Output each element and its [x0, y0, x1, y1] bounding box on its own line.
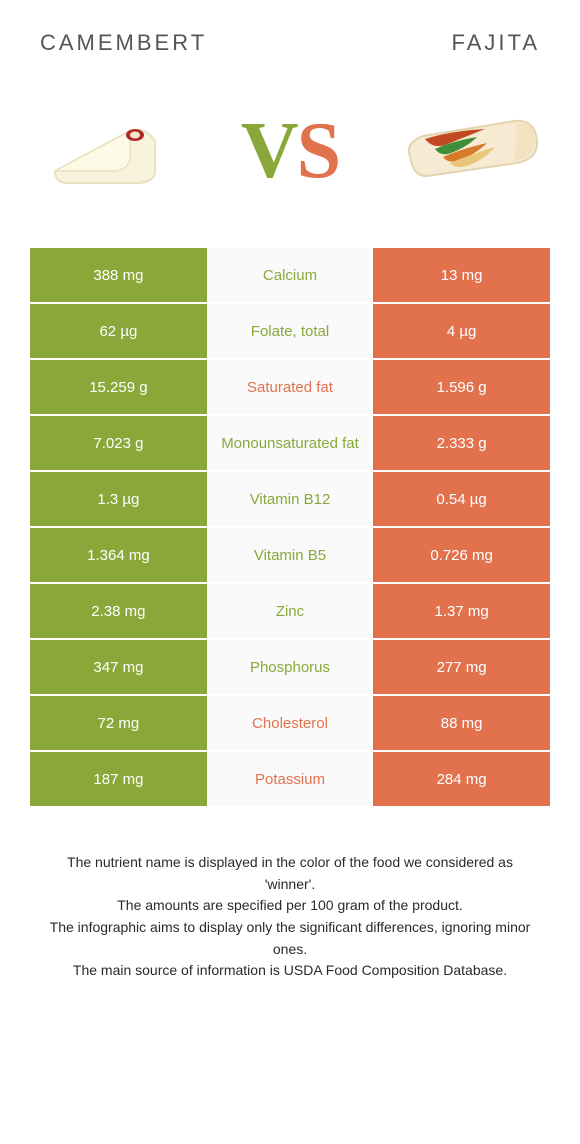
hero-row: VS: [30, 76, 550, 246]
table-row: 62 µgFolate, total4 µg: [30, 302, 550, 358]
table-row: 15.259 gSaturated fat1.596 g: [30, 358, 550, 414]
value-left: 15.259 g: [30, 360, 207, 414]
table-row: 2.38 mgZinc1.37 mg: [30, 582, 550, 638]
table-row: 72 mgCholesterol88 mg: [30, 694, 550, 750]
footer-line: The main source of information is USDA F…: [40, 960, 540, 982]
value-right: 0.54 µg: [373, 472, 550, 526]
value-left: 347 mg: [30, 640, 207, 694]
table-row: 388 mgCalcium13 mg: [30, 246, 550, 302]
value-left: 72 mg: [30, 696, 207, 750]
value-right: 284 mg: [373, 752, 550, 806]
nutrient-name: Zinc: [207, 584, 373, 638]
vs-label: VS: [241, 111, 339, 191]
table-row: 187 mgPotassium284 mg: [30, 750, 550, 806]
food-title-left: Camembert: [40, 30, 207, 56]
footer-line: The amounts are specified per 100 gram o…: [40, 895, 540, 917]
food-image-right: [390, 96, 550, 206]
footer-line: The nutrient name is displayed in the co…: [40, 852, 540, 895]
value-left: 2.38 mg: [30, 584, 207, 638]
table-row: 1.3 µgVitamin B120.54 µg: [30, 470, 550, 526]
value-right: 4 µg: [373, 304, 550, 358]
value-left: 1.3 µg: [30, 472, 207, 526]
value-right: 2.333 g: [373, 416, 550, 470]
comparison-table: 388 mgCalcium13 mg62 µgFolate, total4 µg…: [30, 246, 550, 806]
footer-line: The infographic aims to display only the…: [40, 917, 540, 960]
nutrient-name: Calcium: [207, 248, 373, 302]
nutrient-name: Folate, total: [207, 304, 373, 358]
table-row: 7.023 gMonounsaturated fat2.333 g: [30, 414, 550, 470]
value-left: 1.364 mg: [30, 528, 207, 582]
fajita-icon: [395, 101, 545, 201]
value-left: 388 mg: [30, 248, 207, 302]
vs-s: S: [297, 107, 340, 195]
food-title-right: Fajita: [452, 30, 541, 56]
nutrient-name: Cholesterol: [207, 696, 373, 750]
value-right: 13 mg: [373, 248, 550, 302]
value-right: 88 mg: [373, 696, 550, 750]
value-right: 277 mg: [373, 640, 550, 694]
camembert-icon: [35, 101, 185, 201]
table-row: 347 mgPhosphorus277 mg: [30, 638, 550, 694]
nutrient-name: Vitamin B5: [207, 528, 373, 582]
footer-notes: The nutrient name is displayed in the co…: [30, 806, 550, 982]
value-right: 1.596 g: [373, 360, 550, 414]
value-left: 7.023 g: [30, 416, 207, 470]
nutrient-name: Monounsaturated fat: [207, 416, 373, 470]
header: Camembert Fajita: [30, 30, 550, 76]
food-image-left: [30, 96, 190, 206]
value-left: 187 mg: [30, 752, 207, 806]
nutrient-name: Vitamin B12: [207, 472, 373, 526]
value-right: 0.726 mg: [373, 528, 550, 582]
nutrient-name: Potassium: [207, 752, 373, 806]
vs-v: V: [241, 107, 297, 195]
nutrient-name: Phosphorus: [207, 640, 373, 694]
infographic: Camembert Fajita VS 388 mgCal: [0, 0, 580, 1002]
table-row: 1.364 mgVitamin B50.726 mg: [30, 526, 550, 582]
nutrient-name: Saturated fat: [207, 360, 373, 414]
value-left: 62 µg: [30, 304, 207, 358]
value-right: 1.37 mg: [373, 584, 550, 638]
